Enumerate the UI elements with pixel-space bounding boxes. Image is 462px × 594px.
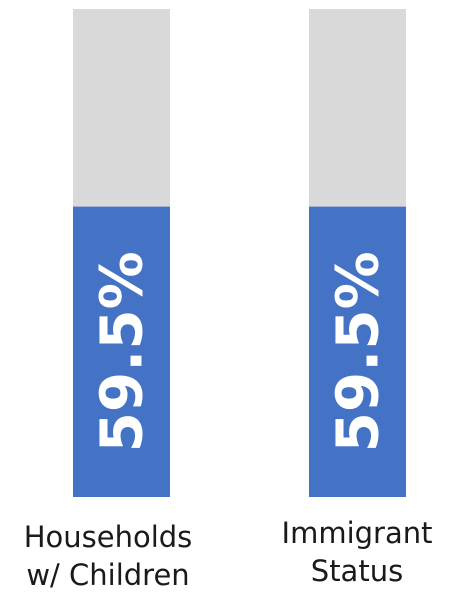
- data-label-households: 59.5%: [88, 251, 156, 452]
- category-label-immigrant: Immigrant Status: [257, 514, 457, 590]
- category-label-line: Immigrant: [281, 516, 433, 550]
- category-label-households: Households w/ Children: [8, 518, 208, 594]
- data-label-immigrant: 59.5%: [324, 251, 392, 452]
- category-label-line: Status: [310, 554, 404, 588]
- category-label-line: w/ Children: [26, 558, 190, 592]
- bar-group-immigrant: 59.5%: [309, 9, 406, 497]
- bar-filled-immigrant: [309, 206, 406, 497]
- category-label-line: Households: [23, 520, 193, 554]
- bar-group-households: 59.5%: [73, 9, 170, 497]
- bar-filled-households: [73, 206, 170, 497]
